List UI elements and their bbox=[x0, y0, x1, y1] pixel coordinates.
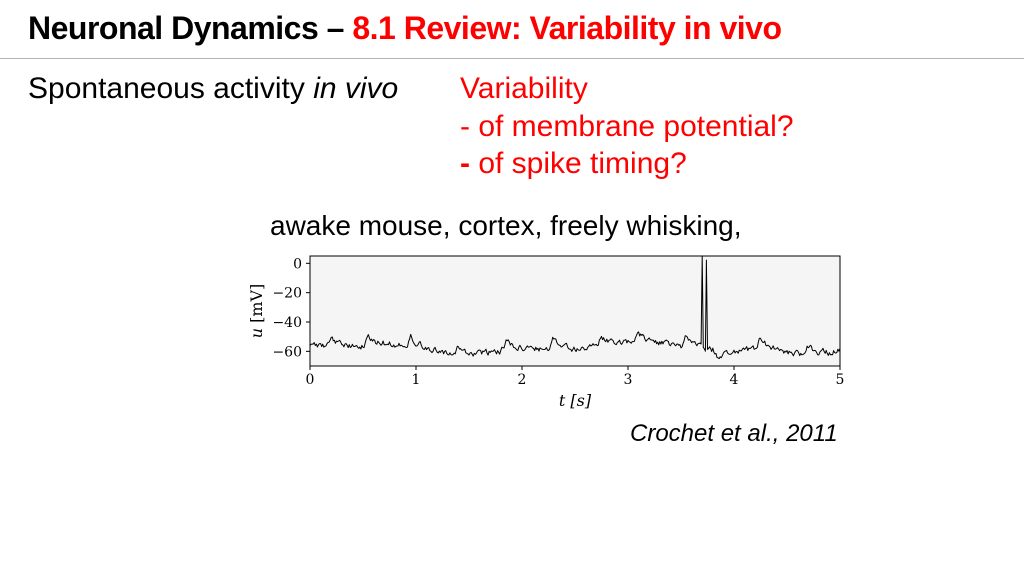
svg-text:0: 0 bbox=[306, 372, 315, 388]
divider bbox=[0, 58, 1024, 59]
bold-dash: - bbox=[460, 147, 478, 180]
svg-text:u [mV]: u [mV] bbox=[247, 284, 266, 339]
svg-text:−60: −60 bbox=[272, 344, 302, 360]
subheader: Spontaneous activity in vivo bbox=[28, 72, 398, 106]
svg-text:t [s]: t [s] bbox=[559, 391, 592, 410]
question-line-3-rest: of spike timing? bbox=[478, 147, 686, 180]
slide: Neuronal Dynamics – 8.1 Review: Variabil… bbox=[0, 0, 1024, 576]
svg-text:1: 1 bbox=[412, 372, 421, 388]
svg-text:5: 5 bbox=[836, 372, 845, 388]
svg-text:−40: −40 bbox=[272, 315, 302, 331]
svg-text:2: 2 bbox=[518, 372, 527, 388]
chart-caption: awake mouse, cortex, freely whisking, bbox=[270, 210, 742, 242]
subheader-plain: Spontaneous activity bbox=[28, 72, 313, 105]
chart-svg: 0 1 2 3 4 5 −60 −40 −20 0 t [s] u [mV] bbox=[240, 248, 860, 418]
svg-text:−20: −20 bbox=[272, 286, 302, 302]
subheader-italic: in vivo bbox=[313, 72, 398, 105]
title-suffix: 8.1 Review: Variability in vivo bbox=[352, 10, 781, 46]
svg-text:4: 4 bbox=[730, 372, 739, 388]
question-line-1: Variability bbox=[460, 70, 794, 108]
svg-text:3: 3 bbox=[624, 372, 633, 388]
slide-title: Neuronal Dynamics – 8.1 Review: Variabil… bbox=[28, 10, 781, 47]
question-line-3: - of spike timing? bbox=[460, 145, 794, 183]
question-line-2: - of membrane potential? bbox=[460, 108, 794, 146]
citation: Crochet et al., 2011 bbox=[630, 420, 838, 448]
svg-text:0: 0 bbox=[293, 256, 302, 272]
title-prefix: Neuronal Dynamics – bbox=[28, 10, 352, 46]
question-block: Variability - of membrane potential? - o… bbox=[460, 70, 794, 183]
voltage-trace-chart: 0 1 2 3 4 5 −60 −40 −20 0 t [s] u [mV] bbox=[240, 248, 860, 418]
